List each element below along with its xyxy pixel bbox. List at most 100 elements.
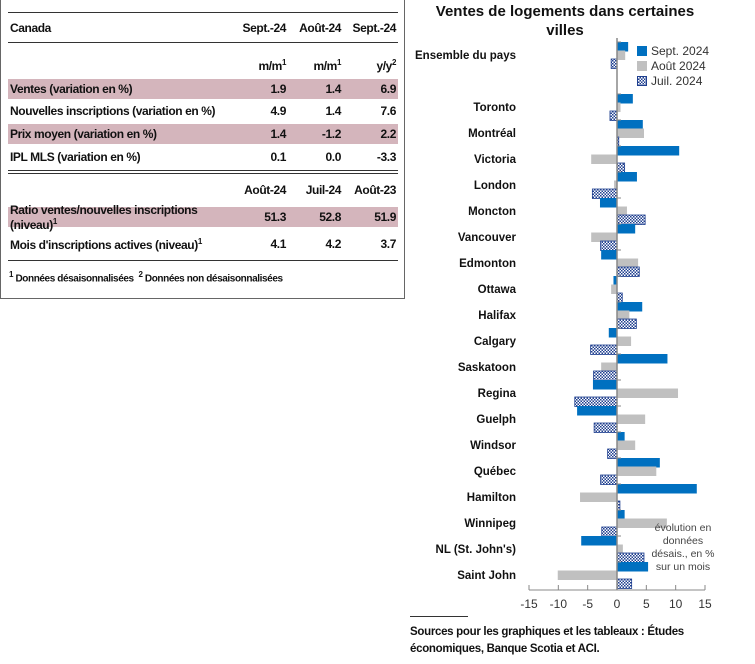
unit-label: y/y2 (376, 57, 396, 73)
table-row: Prix moyen (variation en %) 1.4 -1.2 2.2 (8, 124, 398, 144)
cell-value: 4.1 (270, 237, 287, 251)
cell-value: 7.6 (380, 104, 397, 118)
row-label: Ratio ventes/nouvelles inscriptions (niv… (10, 202, 198, 232)
x-tick-label: 5 (643, 597, 650, 611)
units-row: m/m1 m/m1 y/y2 (8, 55, 398, 75)
bar-sept (601, 250, 617, 260)
table-row: Ventes (variation en %) 1.9 1.4 6.9 (8, 79, 398, 99)
cell-value: 1.9 (270, 82, 287, 96)
category-label: Ensemble du pays (415, 50, 516, 62)
bar-juil (600, 474, 618, 485)
row-label: Mois d'inscriptions actives (niveau)1 (10, 236, 202, 252)
x-tick-label: 10 (669, 597, 683, 611)
bar-juil (616, 214, 646, 225)
bar-sept (577, 406, 617, 416)
table-row: Nouvelles inscriptions (variation en %) 4… (8, 101, 398, 121)
bar-aout (611, 284, 617, 294)
legend-sept: Sept. 2024 (637, 44, 709, 58)
cell-value: 51.9 (374, 210, 396, 224)
bar-sept (608, 328, 617, 338)
cell-value: 0.1 (270, 150, 287, 164)
bar-juil (574, 396, 618, 407)
cell-value: 1.4 (325, 104, 342, 118)
row-label: Nouvelles inscriptions (variation en %) (10, 104, 216, 118)
bar-juil (616, 318, 637, 329)
bar-aout (617, 544, 623, 554)
table-footnote: 1 Données désaisonnalisées 2 Données non… (9, 270, 283, 285)
bar-sept (613, 276, 617, 286)
bar-juil (593, 422, 618, 433)
bar-aout (591, 232, 617, 242)
x-tick-label: -5 (582, 597, 593, 611)
cell-value: 6.9 (380, 82, 397, 96)
cell-value: 52.8 (319, 210, 341, 224)
bar-sept (617, 94, 633, 104)
bar-aout (617, 310, 630, 320)
source-note: Sources pour les graphiques et les table… (410, 626, 684, 655)
bar-sept (581, 536, 617, 546)
bar-aout (617, 50, 626, 60)
bar-juil (616, 292, 623, 303)
category-label: Ottawa (478, 284, 517, 296)
bar-aout (614, 180, 617, 190)
category-label: Saskatoon (458, 362, 516, 374)
col-header: Août-23 (354, 183, 396, 197)
row-label: IPL MLS (variation en %) (10, 150, 141, 164)
table-title: Canada (10, 21, 51, 35)
bar-juil (607, 448, 618, 459)
bar-juil (601, 526, 618, 537)
category-label: London (474, 180, 516, 192)
x-tick-label: -15 (520, 597, 538, 611)
bar-aout (617, 388, 679, 398)
chart-annotation: évolution en données désais., en % sur u… (651, 522, 715, 573)
bar-aout (617, 102, 621, 112)
legend-swatch (637, 76, 647, 86)
category-label: Halifax (478, 310, 516, 322)
bar-sept (617, 510, 625, 520)
category-label: Moncton (468, 206, 516, 218)
bar-juil (616, 552, 645, 563)
cell-value: 1.4 (270, 127, 287, 141)
category-label: Winnipeg (464, 518, 516, 530)
bar-juil (591, 188, 618, 199)
category-label: Saint John (457, 570, 516, 582)
bar-sept (617, 562, 649, 572)
legend-juil: Juil. 2024 (637, 74, 702, 88)
bar-aout (617, 440, 636, 450)
bar-aout (601, 362, 617, 372)
bar-aout (617, 466, 657, 476)
bar-sept (617, 120, 643, 130)
category-label: Hamilton (467, 492, 516, 504)
cell-value: 51.3 (264, 210, 286, 224)
bar-sept (617, 224, 636, 234)
category-label: Regina (478, 388, 517, 400)
cell-value: -1.2 (321, 127, 341, 141)
row-label: Prix moyen (variation en %) (10, 127, 157, 141)
col-header: Août-24 (299, 21, 341, 35)
divider (410, 616, 468, 617)
table-subheader-row: Août-24 Juil-24 Août-23 (8, 180, 398, 200)
bar-aout (617, 128, 644, 138)
category-label: Victoria (474, 154, 517, 166)
unit-label: m/m1 (258, 57, 286, 73)
x-tick-label: 15 (698, 597, 712, 611)
category-label: Calgary (474, 336, 517, 348)
legend-label: Août 2024 (651, 59, 706, 73)
cell-value: 0.0 (325, 150, 342, 164)
category-label: Vancouver (458, 232, 517, 244)
x-tick-label: 0 (614, 597, 621, 611)
category-label: Edmonton (459, 258, 516, 270)
bar-sept (617, 172, 637, 182)
col-header: Juil-24 (305, 183, 342, 197)
bar-sept (617, 42, 629, 52)
bar-sept (617, 146, 680, 156)
bar-juil (593, 370, 618, 381)
cell-value: -3.3 (376, 150, 396, 164)
chart-title: Ventes de logements dans certaines ville… (435, 3, 695, 39)
legend-swatch (637, 46, 647, 56)
bar-aout (580, 492, 617, 502)
unit-label: m/m1 (313, 57, 341, 73)
legend-aout: Août 2024 (637, 59, 706, 73)
table-row: IPL MLS (variation en %) 0.1 0.0 -3.3 (8, 147, 398, 167)
bar-sept (617, 432, 625, 442)
